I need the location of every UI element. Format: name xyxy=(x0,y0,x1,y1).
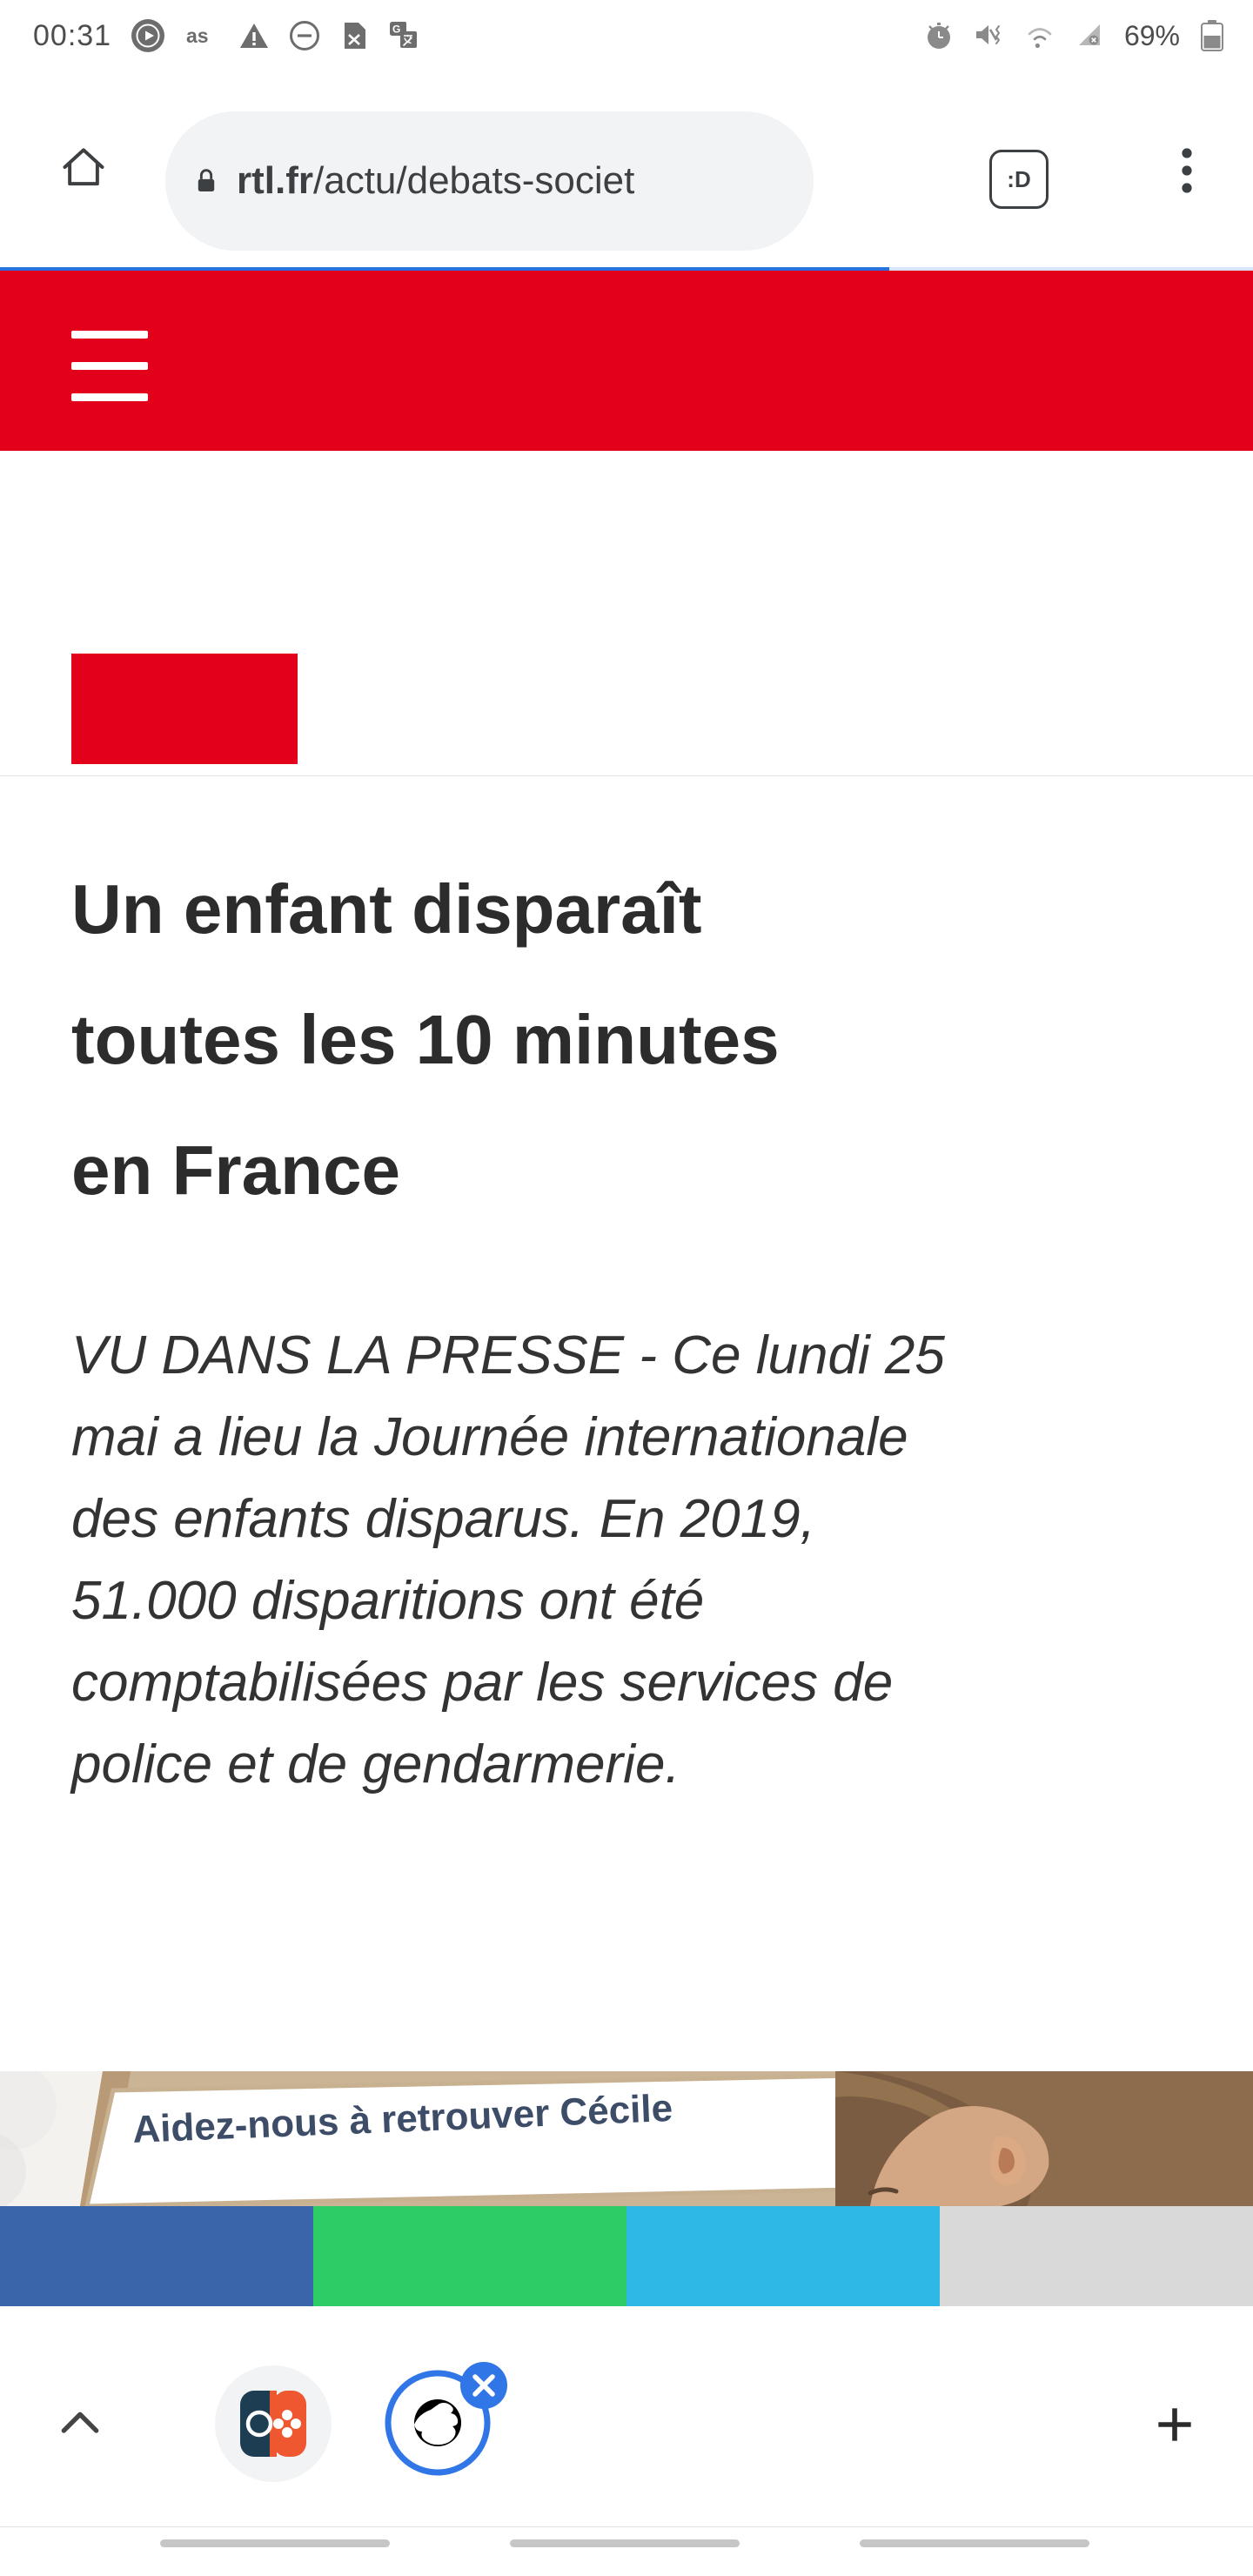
svg-text:as: as xyxy=(186,24,209,47)
svg-text:G: G xyxy=(392,23,400,36)
